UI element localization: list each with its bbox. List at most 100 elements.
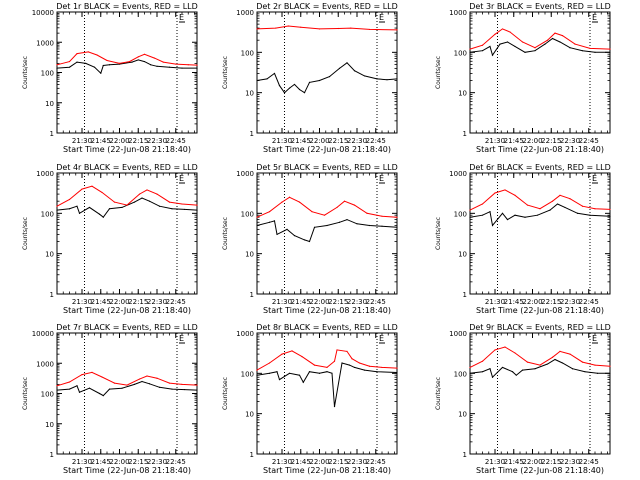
lld-series-point: [609, 365, 611, 367]
eclipse-marker-label: E: [379, 174, 384, 183]
events-series-point: [108, 64, 111, 66]
events-series-point: [544, 43, 546, 45]
eclipse-marker-label: E: [379, 13, 384, 22]
events-series-point: [68, 66, 71, 68]
x-tick-label: 21:45: [91, 298, 111, 306]
events-series-point: [158, 386, 161, 388]
lld-series-point: [594, 208, 596, 210]
x-axis-label: Start Time (22-Jun-08 21:18:40): [476, 145, 604, 154]
plot-frame: [56, 11, 198, 134]
events-series-point: [489, 368, 491, 370]
lld-series-point: [594, 364, 596, 366]
events-series-point: [302, 381, 304, 383]
events-series-point: [514, 45, 516, 48]
events-series-point: [346, 218, 348, 221]
lld-series-point: [323, 214, 326, 216]
x-tick-label: 22:00: [109, 298, 129, 306]
detector-panel-2: Det 2r BLACK = Events, RED = LLD Counts/s…: [222, 2, 398, 154]
lld-series-point: [275, 27, 277, 29]
lld-series-point: [366, 212, 368, 214]
events-series-point: [333, 405, 336, 408]
y-axis-label: Counts/sec: [435, 56, 442, 89]
lld-series-line: [469, 189, 611, 211]
lld-series-point: [268, 362, 271, 364]
y-tick-label: 1: [250, 291, 254, 299]
x-axis-label: Start Time (22-Jun-08 21:18:40): [263, 466, 391, 475]
plot-frame: [469, 11, 611, 134]
lld-series-point: [346, 350, 348, 352]
lld-series-point: [609, 48, 611, 50]
events-series-point: [331, 372, 333, 374]
events-series-point: [256, 79, 258, 82]
lld-series-point: [494, 33, 496, 35]
events-series-point: [363, 75, 366, 77]
events-series-point: [376, 78, 378, 80]
lld-series-point: [113, 201, 116, 203]
lld-series-point: [351, 358, 353, 360]
events-series-point: [121, 206, 123, 209]
events-series-point: [551, 37, 554, 40]
y-tick-label: 10: [458, 411, 467, 419]
events-series-point: [266, 78, 268, 80]
lld-series-point: [162, 61, 164, 63]
x-axis-label: Start Time (22-Jun-08 21:18:40): [263, 145, 391, 154]
lld-series-point: [561, 34, 564, 37]
lld-series-point: [494, 349, 496, 351]
events-series-point: [276, 371, 278, 373]
events-series-point: [68, 388, 71, 390]
lld-series-point: [143, 53, 146, 55]
x-tick-label: 21:30: [72, 458, 92, 466]
events-series-point: [76, 205, 78, 207]
lld-series-point: [481, 360, 484, 362]
lld-series-point: [333, 360, 336, 362]
events-series-point: [98, 213, 101, 215]
lld-series-point: [539, 208, 541, 210]
lld-series-point: [137, 56, 139, 58]
x-tick-label: 22:15: [328, 458, 348, 466]
events-series-point: [571, 368, 574, 370]
plot-frame: [469, 332, 611, 455]
events-series-point: [303, 239, 306, 241]
lld-series-point: [551, 200, 554, 202]
lld-series-point: [126, 204, 128, 206]
y-tick-label: 10: [245, 90, 254, 98]
events-series-point: [143, 60, 146, 63]
lld-series-point: [287, 25, 289, 27]
y-tick-label: 10000: [32, 9, 54, 17]
events-series-point: [346, 62, 348, 64]
events-series-point: [108, 388, 111, 390]
events-series-point: [581, 50, 584, 52]
events-series-point: [556, 203, 559, 205]
events-series-point: [276, 233, 278, 236]
lld-series-point: [81, 188, 83, 190]
y-tick-label: 10000: [32, 330, 54, 338]
events-series-point: [326, 224, 328, 227]
events-series-point: [576, 212, 579, 214]
y-tick-label: 10: [45, 421, 54, 429]
eclipse-marker-label: E: [592, 13, 597, 22]
lld-series-point: [589, 47, 591, 50]
lld-series-point: [534, 47, 536, 49]
x-tick-label: 22:45: [579, 458, 599, 466]
y-tick-label: 1: [250, 451, 254, 459]
events-series-point: [148, 383, 151, 385]
x-tick-label: 22:45: [166, 458, 186, 466]
x-tick-label: 22:30: [560, 458, 580, 466]
x-tick-label: 22:30: [147, 298, 167, 306]
lld-series-point: [196, 64, 198, 66]
eclipse-marker-label: E: [379, 334, 384, 343]
lld-series-point: [350, 27, 352, 29]
x-tick-label: 21:30: [72, 298, 92, 306]
events-series-point: [168, 66, 171, 68]
x-tick-label: 22:45: [166, 298, 186, 306]
events-series-point: [569, 47, 571, 49]
lld-series-line: [256, 25, 398, 31]
lld-series-point: [181, 203, 183, 205]
events-series-point: [102, 395, 104, 397]
lld-series-point: [396, 216, 398, 218]
lld-series-point: [118, 62, 121, 64]
events-series-point: [288, 372, 291, 374]
y-axis-label: Counts/sec: [22, 56, 29, 89]
events-series-point: [489, 45, 491, 48]
lld-series-point: [381, 366, 383, 369]
